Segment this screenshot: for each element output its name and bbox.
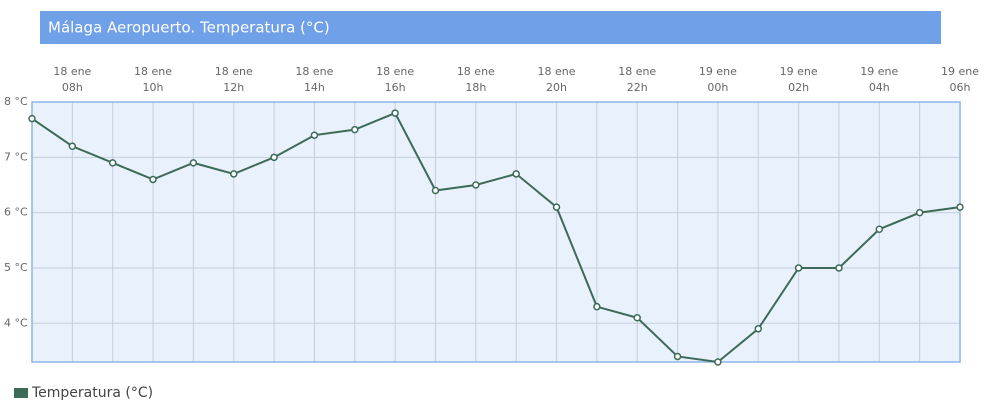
x-tick-label: 18h (465, 81, 486, 94)
y-tick-label: 6 °C (4, 206, 28, 219)
line (31, 111, 961, 364)
x-tick-label: 18 ene (618, 65, 656, 78)
y-tick-label: 5 °C (4, 261, 28, 274)
x-tick-label: 02h (788, 81, 809, 94)
x-tick-label: 18 ene (538, 65, 576, 78)
point (835, 264, 843, 272)
point (68, 142, 77, 151)
y-tick-label: 7 °C (4, 150, 28, 163)
title-bar (40, 11, 941, 44)
x-tick-label: 10h (143, 81, 164, 94)
point (270, 153, 278, 162)
x-tick-label: 18 ene (134, 65, 172, 78)
x-tick-label: 18 ene (376, 65, 414, 78)
x-tick-label: 16h (385, 81, 406, 94)
point (310, 131, 319, 139)
point (229, 170, 238, 178)
point (189, 159, 198, 167)
point (472, 181, 480, 189)
x-tick-label: 18 ene (53, 65, 91, 78)
point (956, 203, 964, 211)
x-tick-label: 18 ene (215, 65, 253, 78)
point (593, 302, 601, 311)
point (714, 358, 722, 366)
y-tick-label: 8 °C (4, 95, 28, 108)
point (915, 208, 924, 217)
point (633, 313, 641, 322)
point (351, 125, 359, 134)
point (28, 114, 36, 123)
x-tick-label: 00h (707, 81, 728, 94)
x-tick-label: 06h (950, 81, 971, 94)
x-tick-label: 22h (627, 81, 648, 94)
x-tick-label: 18 ene (457, 65, 495, 78)
point (149, 175, 157, 184)
legend-swatch (14, 388, 28, 398)
point (754, 325, 763, 333)
x-tick-label: 19 ene (699, 65, 737, 78)
point (108, 159, 117, 167)
point (875, 225, 884, 233)
y-tick-label: 4 °C (4, 316, 28, 329)
legend-label: Temperatura (°C) (31, 385, 153, 401)
point (431, 186, 440, 195)
x-tick-label: 04h (869, 81, 890, 94)
x-tick-label: 14h (304, 81, 325, 94)
x-tick-label: 08h (62, 81, 83, 94)
chart-title: Málaga Aeropuerto. Temperatura (°C) (48, 19, 330, 37)
point (391, 109, 399, 117)
point (794, 264, 803, 272)
point (552, 203, 561, 211)
x-tick-label: 19 ene (780, 65, 818, 78)
x-tick-label: 19 ene (941, 65, 979, 78)
x-tick-label: 20h (546, 81, 567, 94)
plot-area (32, 102, 960, 362)
point (673, 352, 682, 361)
point (512, 170, 520, 178)
plot-border (31, 101, 961, 363)
marks (28, 109, 964, 366)
x-tick-label: 12h (223, 81, 244, 94)
x-tick-label: 19 ene (860, 65, 898, 78)
x-tick-label: 18 ene (295, 65, 333, 78)
